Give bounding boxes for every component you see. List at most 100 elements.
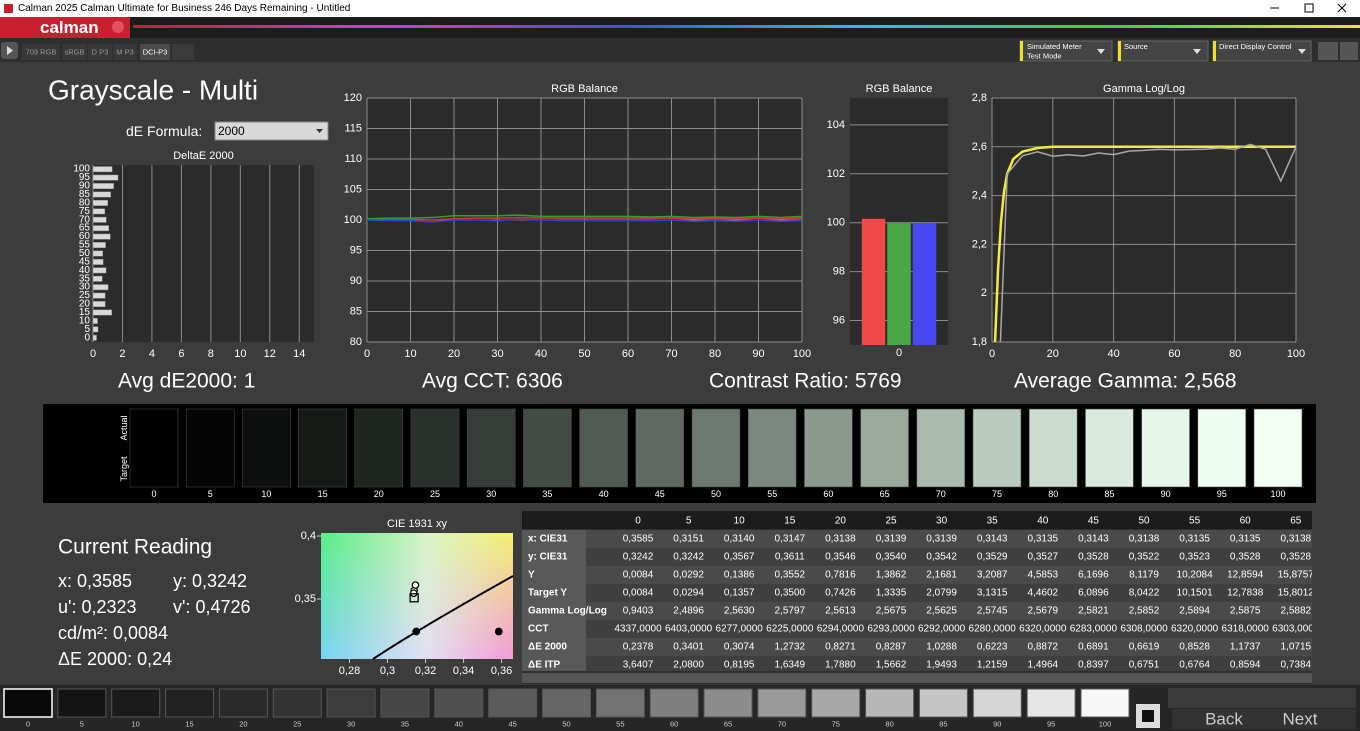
patch-label[interactable]: 35 <box>401 720 409 729</box>
patch-label[interactable]: 70 <box>778 720 786 729</box>
y-tick-label: 35 <box>79 273 91 284</box>
table-cell: 2,5630 <box>724 606 755 617</box>
patch-label[interactable]: 20 <box>239 720 247 729</box>
patch-button[interactable] <box>972 688 1022 718</box>
patch-label[interactable]: 15 <box>185 720 193 729</box>
patch-label[interactable]: 0 <box>26 720 30 729</box>
table-cell: 8,0422 <box>1129 588 1160 599</box>
patch-button[interactable] <box>865 688 915 718</box>
scrollbar[interactable] <box>522 673 1312 683</box>
patch-label[interactable]: 65 <box>724 720 732 729</box>
patch-label[interactable]: 90 <box>993 720 1001 729</box>
patch-label[interactable]: 100 <box>1099 720 1112 729</box>
patch-button[interactable] <box>326 688 376 718</box>
tab[interactable] <box>88 44 112 60</box>
swatch-label: 55 <box>767 489 777 499</box>
patch-label[interactable]: 95 <box>1047 720 1055 729</box>
patch-label[interactable]: 25 <box>293 720 301 729</box>
swatch <box>635 408 685 488</box>
patch-label[interactable]: 45 <box>508 720 516 729</box>
y-tick-label: 90 <box>79 181 91 192</box>
patch-button[interactable] <box>1026 688 1076 718</box>
patch-button[interactable] <box>1080 688 1130 718</box>
formula-select[interactable] <box>214 121 329 141</box>
patch-button[interactable] <box>218 688 268 718</box>
table-header <box>522 511 1312 529</box>
tab-label[interactable]: 709 RGB <box>26 48 57 57</box>
table-cell: 0,3139 <box>926 534 957 545</box>
tab[interactable] <box>62 44 87 60</box>
tab-label[interactable]: D P3 <box>92 48 109 57</box>
patch-button[interactable] <box>757 688 807 718</box>
swatch-label: 15 <box>318 489 328 499</box>
control-buttons[interactable] <box>1168 688 1356 708</box>
patch-label[interactable]: 75 <box>832 720 840 729</box>
next-button[interactable]: Next <box>1283 710 1318 729</box>
table-cell: 0,3542 <box>926 552 957 563</box>
maximize-button[interactable] <box>1304 3 1314 13</box>
x-tick-label: 60 <box>622 348 634 360</box>
tab[interactable] <box>140 44 170 60</box>
back-button[interactable]: Back <box>1205 710 1243 729</box>
formula-value[interactable]: 2000 <box>218 124 245 138</box>
patch-button[interactable] <box>57 688 107 718</box>
tab[interactable] <box>113 44 137 60</box>
table-cell: 15,8012 <box>1278 588 1315 599</box>
patch-label[interactable]: 10 <box>132 720 140 729</box>
close-button[interactable] <box>1337 3 1347 13</box>
logo-box[interactable] <box>0 17 130 38</box>
bar <box>92 284 109 291</box>
table-cell: 2,5679 <box>1028 606 1059 617</box>
meter-label: Simulated Meter <box>1027 42 1082 51</box>
tab-label[interactable]: DCI-P3 <box>143 48 168 57</box>
tab-label[interactable]: M P3 <box>116 48 134 57</box>
table-cell: 6318,0000 <box>1222 624 1270 635</box>
logo-menu[interactable] <box>112 21 124 33</box>
patch-button[interactable] <box>111 688 161 718</box>
bar <box>92 199 108 206</box>
swatch-label: 0 <box>151 489 156 499</box>
settings-button[interactable] <box>1318 42 1338 60</box>
column-header: 20 <box>835 516 847 527</box>
patch-button[interactable] <box>811 688 861 718</box>
patch-button[interactable] <box>595 688 645 718</box>
patch-button[interactable] <box>3 688 53 718</box>
patch-button[interactable] <box>649 688 699 718</box>
patch-button[interactable] <box>488 688 538 718</box>
add-tab[interactable] <box>172 44 194 60</box>
patch-button[interactable] <box>165 688 215 718</box>
patch-button[interactable] <box>434 688 484 718</box>
patch-button[interactable] <box>542 688 591 718</box>
y-tick-label: 15 <box>79 307 91 318</box>
patch-label[interactable]: 40 <box>455 720 463 729</box>
table-row <box>586 566 1312 584</box>
patch-button[interactable] <box>918 688 968 718</box>
play-icon <box>7 46 13 55</box>
patch-label[interactable]: 50 <box>562 720 570 729</box>
table-cell: 6320,0000 <box>1171 624 1219 635</box>
tab[interactable] <box>22 44 60 60</box>
patch-label[interactable]: 85 <box>939 720 947 729</box>
patch-label[interactable]: 5 <box>80 720 84 729</box>
patch-label[interactable]: 30 <box>347 720 355 729</box>
patch-label[interactable]: 80 <box>885 720 893 729</box>
patch-label[interactable]: 60 <box>670 720 678 729</box>
x-tick-label: 14 <box>293 348 305 360</box>
swatch <box>466 408 516 488</box>
table-cell: 2,5625 <box>926 606 957 617</box>
table-cell: 1,0715 <box>1281 642 1312 653</box>
patch-label[interactable]: 55 <box>616 720 624 729</box>
chart-title: Gamma Log/Log <box>1103 83 1185 95</box>
table-row <box>586 584 1312 602</box>
patch-button[interactable] <box>703 688 753 718</box>
swatch-label: 35 <box>542 489 552 499</box>
y-tick-label: 40 <box>79 265 91 276</box>
patch-button[interactable] <box>272 688 322 718</box>
patch-button[interactable] <box>380 688 430 718</box>
table-cell: 1,7880 <box>825 660 856 671</box>
y-tick-label: 2,8 <box>972 92 987 104</box>
table-cell: 6225,0000 <box>766 624 814 635</box>
tab-label[interactable]: sRGB <box>64 48 84 57</box>
y-tick-label: 102 <box>827 168 845 180</box>
options-button[interactable] <box>1340 42 1358 60</box>
